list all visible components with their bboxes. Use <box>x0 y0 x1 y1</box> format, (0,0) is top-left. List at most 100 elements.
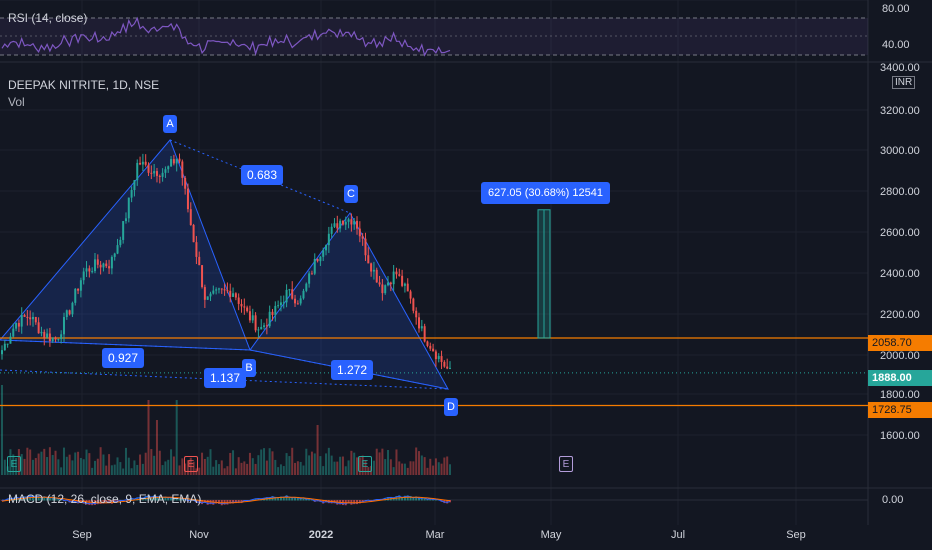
volume-bar <box>54 450 57 475</box>
volume-bar <box>257 455 260 475</box>
macd-histogram-bar <box>77 500 80 504</box>
volume-bar <box>418 451 421 475</box>
volume-bar <box>384 459 387 475</box>
candle-body <box>124 218 127 222</box>
ratio-label-xd[interactable]: 1.137 <box>204 368 247 388</box>
macd-histogram-bar <box>418 497 421 501</box>
current-price-tag[interactable]: 1888.00 <box>868 370 932 386</box>
pattern-point-d[interactable]: D <box>444 398 458 416</box>
pattern-point-c[interactable]: C <box>344 185 358 203</box>
candle-body <box>291 289 294 299</box>
volume-bar <box>110 465 113 475</box>
candle-body <box>203 287 206 300</box>
price-tick: 2800.00 <box>880 186 920 198</box>
earnings-marker[interactable]: E <box>7 456 21 472</box>
candle-body <box>40 331 43 334</box>
candle-body <box>136 162 139 181</box>
ratio-label-xb[interactable]: 0.927 <box>102 348 145 368</box>
volume-bar <box>209 449 212 475</box>
ratio-label-bc[interactable]: 0.683 <box>241 165 284 185</box>
volume-bar <box>243 461 246 475</box>
volume-bar <box>381 448 384 475</box>
volume-bar <box>446 456 449 475</box>
volume-bar <box>34 458 37 475</box>
level-tag-lower[interactable]: 1728.75 <box>868 402 932 418</box>
volume-bar <box>122 468 125 475</box>
candle-body <box>299 298 302 304</box>
chart-grid <box>0 0 932 525</box>
rsi-band <box>0 18 868 55</box>
macd-histogram-bar <box>158 495 161 501</box>
volume-bar <box>344 466 347 475</box>
candle-body <box>271 311 274 315</box>
candle-body <box>6 343 9 345</box>
candle-body <box>378 282 381 285</box>
volume-bar <box>113 464 116 475</box>
volume-bar <box>263 448 266 475</box>
level-tag-upper[interactable]: 2058.70 <box>868 335 932 351</box>
candle-body <box>43 331 46 338</box>
candle-body <box>260 326 263 330</box>
volume-bar <box>29 449 32 475</box>
volume-bars <box>1 385 451 475</box>
candle-body <box>198 256 201 266</box>
macd-histogram-bar <box>37 495 40 501</box>
price-tick: 3200.00 <box>880 105 920 117</box>
rsi-label[interactable]: RSI (14, close) <box>8 11 88 25</box>
macd-histogram-bar <box>446 500 449 504</box>
earnings-marker-upcoming[interactable]: E <box>559 456 573 472</box>
volume-bar <box>339 456 342 475</box>
candle-body <box>77 288 80 291</box>
candle-body <box>325 245 328 251</box>
volume-bar <box>226 466 229 475</box>
volume-bar <box>279 464 282 475</box>
volume-bar <box>212 466 215 475</box>
candle-body <box>26 316 29 318</box>
volume-bar <box>378 452 381 475</box>
measure-label[interactable]: 627.05 (30.68%) 12541 <box>481 182 610 204</box>
macd-histogram-bar <box>347 500 350 504</box>
currency-badge[interactable]: INR <box>892 76 916 89</box>
macd-histogram-bar <box>9 498 12 501</box>
macd-histogram-bar <box>48 496 51 501</box>
macd-histogram-bar <box>15 496 18 501</box>
volume-bar <box>305 448 308 475</box>
candle-body <box>127 197 130 219</box>
earnings-marker[interactable]: E <box>184 456 198 472</box>
macd-histogram-bar <box>217 500 220 504</box>
candle-body <box>330 226 333 234</box>
volume-label[interactable]: Vol <box>8 95 25 109</box>
candle-body <box>336 223 339 229</box>
macd-histogram-bar <box>102 500 105 504</box>
volume-bar <box>353 452 356 475</box>
candle-body <box>62 317 65 335</box>
volume-bar <box>161 465 164 475</box>
candle-body <box>316 258 319 262</box>
macd-histogram-bar <box>302 497 305 501</box>
pattern-point-a[interactable]: A <box>163 115 177 133</box>
macd-histogram-bar <box>43 496 46 501</box>
volume-bar <box>3 459 6 475</box>
candle-body <box>367 255 370 264</box>
macd-label[interactable]: MACD (12, 26, close, 9, EMA, EMA) <box>8 492 202 506</box>
candle-body <box>119 239 122 246</box>
symbol-title[interactable]: DEEPAK NITRITE, 1D, NSE <box>8 78 160 92</box>
candle-body <box>434 351 437 360</box>
candle-body <box>294 298 297 304</box>
pattern-ac-line <box>169 139 351 214</box>
volume-bar <box>313 453 316 475</box>
volume-bar <box>1 385 3 475</box>
candle-body <box>34 316 37 323</box>
macd-histogram-bar <box>288 496 291 501</box>
macd-histogram-bar <box>429 498 432 501</box>
volume-bar <box>91 467 94 475</box>
candle-body <box>243 306 246 308</box>
candle-body <box>37 322 40 334</box>
macd-histogram-bar <box>57 498 60 501</box>
candle-body <box>91 271 94 273</box>
ratio-label-bd[interactable]: 1.272 <box>331 360 374 380</box>
candle-body <box>398 274 401 276</box>
volume-bar <box>158 450 161 475</box>
earnings-marker[interactable]: E <box>358 456 372 472</box>
